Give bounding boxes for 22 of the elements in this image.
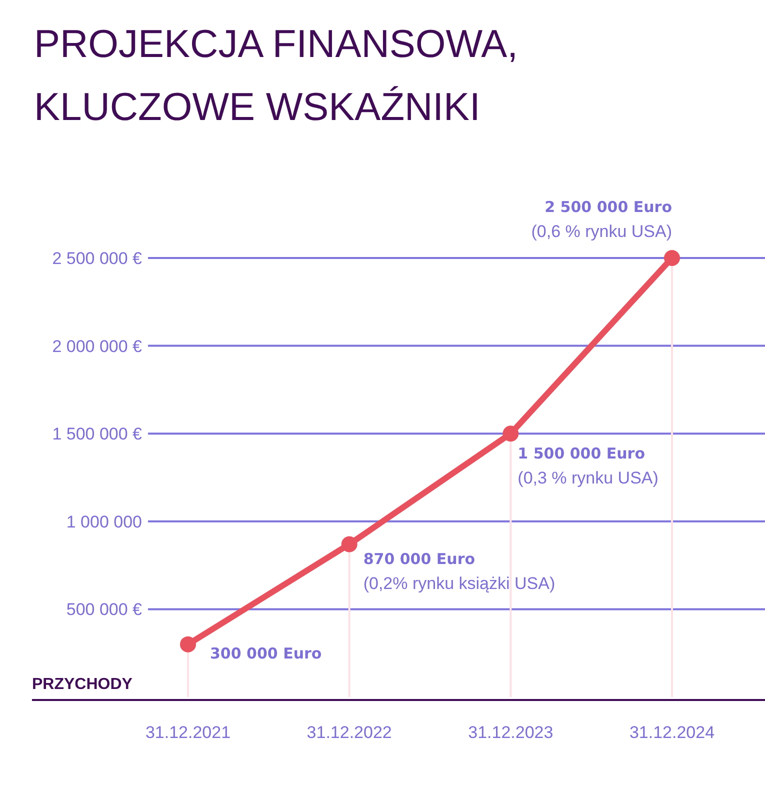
y-tick-label: 500 000 €	[66, 600, 143, 620]
point	[664, 250, 680, 266]
annotation: (0,3 % rynku USA)	[518, 468, 658, 488]
annotation: (0,2% rynku książki USA)	[363, 574, 556, 594]
point	[341, 536, 358, 552]
data-label: 2 500 000 Euro	[544, 198, 672, 216]
y-tick-label: 2 000 000 €	[52, 336, 143, 356]
x-tick-label: 31.12.2024	[629, 723, 715, 742]
y-tick-label: 1 000 000	[66, 512, 142, 532]
y-axis-title: PRZYCHODY	[32, 676, 133, 693]
x-tick-label: 31.12.2023	[468, 723, 554, 742]
x-tick-label: 31.12.2021	[145, 723, 231, 742]
data-label: 1 500 000 Euro	[518, 444, 646, 463]
y-tick-label: 2 500 000 €	[52, 248, 143, 268]
point	[180, 636, 196, 652]
x-tick-label: 31.12.2022	[306, 723, 392, 742]
point	[502, 426, 519, 442]
data-label: 870 000 Euro	[363, 550, 476, 568]
chart-title: PROJEKCJA FINANSOWA, KLUCZOWE WSKAŹNIKI	[34, 23, 518, 129]
annotation: (0,6 % rynku USA)	[531, 222, 672, 241]
data-label: 300 000 Euro	[210, 644, 322, 662]
y-tick-label: 1 500 000 €	[52, 424, 143, 444]
